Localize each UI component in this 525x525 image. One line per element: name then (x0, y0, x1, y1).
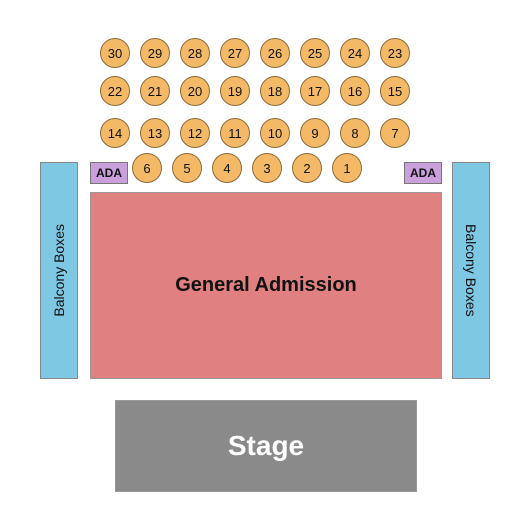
seat-label: 20 (188, 84, 202, 99)
seat-25[interactable]: 25 (300, 38, 330, 68)
ada-left-block[interactable]: ADA (90, 162, 128, 184)
seat-15[interactable]: 15 (380, 76, 410, 106)
balcony-boxes-left[interactable]: Balcony Boxes (40, 162, 78, 379)
seating-map: Stage General Admission Balcony Boxes Ba… (0, 0, 525, 525)
seat-20[interactable]: 20 (180, 76, 210, 106)
general-admission-block[interactable]: General Admission (90, 192, 442, 379)
seat-label: 27 (228, 46, 242, 61)
seat-label: 7 (391, 126, 398, 141)
seat-16[interactable]: 16 (340, 76, 370, 106)
seat-label: 22 (108, 84, 122, 99)
seat-10[interactable]: 10 (260, 118, 290, 148)
seat-24[interactable]: 24 (340, 38, 370, 68)
ada-right-label: ADA (410, 166, 436, 180)
seat-8[interactable]: 8 (340, 118, 370, 148)
seat-7[interactable]: 7 (380, 118, 410, 148)
seat-label: 26 (268, 46, 282, 61)
seat-label: 29 (148, 46, 162, 61)
seat-label: 11 (228, 126, 242, 141)
seat-label: 17 (308, 84, 322, 99)
ada-left-label: ADA (96, 166, 122, 180)
balcony-boxes-right[interactable]: Balcony Boxes (452, 162, 490, 379)
seat-1[interactable]: 1 (332, 153, 362, 183)
general-admission-label: General Admission (175, 274, 357, 297)
seat-22[interactable]: 22 (100, 76, 130, 106)
seat-11[interactable]: 11 (220, 118, 250, 148)
seat-label: 10 (268, 126, 282, 141)
stage-label: Stage (228, 430, 304, 462)
seat-3[interactable]: 3 (252, 153, 282, 183)
seat-label: 23 (388, 46, 402, 61)
ada-right-block[interactable]: ADA (404, 162, 442, 184)
seat-27[interactable]: 27 (220, 38, 250, 68)
seat-label: 8 (351, 126, 358, 141)
seat-label: 14 (108, 126, 122, 141)
balcony-boxes-right-label: Balcony Boxes (463, 224, 479, 317)
seat-9[interactable]: 9 (300, 118, 330, 148)
seat-label: 18 (268, 84, 282, 99)
seat-19[interactable]: 19 (220, 76, 250, 106)
seat-21[interactable]: 21 (140, 76, 170, 106)
balcony-boxes-left-label: Balcony Boxes (51, 224, 67, 317)
seat-label: 9 (311, 126, 318, 141)
seat-label: 13 (148, 126, 162, 141)
seat-label: 6 (143, 161, 150, 176)
seat-label: 24 (348, 46, 362, 61)
seat-28[interactable]: 28 (180, 38, 210, 68)
seat-12[interactable]: 12 (180, 118, 210, 148)
seat-label: 25 (308, 46, 322, 61)
seat-label: 4 (223, 161, 230, 176)
seat-label: 5 (183, 161, 190, 176)
seat-label: 15 (388, 84, 402, 99)
seat-26[interactable]: 26 (260, 38, 290, 68)
seat-4[interactable]: 4 (212, 153, 242, 183)
seat-5[interactable]: 5 (172, 153, 202, 183)
seat-label: 3 (263, 161, 270, 176)
seat-13[interactable]: 13 (140, 118, 170, 148)
stage-block[interactable]: Stage (115, 400, 417, 492)
seat-18[interactable]: 18 (260, 76, 290, 106)
seat-label: 30 (108, 46, 122, 61)
seat-label: 2 (303, 161, 310, 176)
seat-label: 16 (348, 84, 362, 99)
seat-23[interactable]: 23 (380, 38, 410, 68)
seat-30[interactable]: 30 (100, 38, 130, 68)
seat-label: 12 (188, 126, 202, 141)
seat-14[interactable]: 14 (100, 118, 130, 148)
seat-label: 1 (343, 161, 350, 176)
seat-label: 21 (148, 84, 162, 99)
seat-label: 19 (228, 84, 242, 99)
seat-label: 28 (188, 46, 202, 61)
seat-6[interactable]: 6 (132, 153, 162, 183)
seat-29[interactable]: 29 (140, 38, 170, 68)
seat-17[interactable]: 17 (300, 76, 330, 106)
seat-2[interactable]: 2 (292, 153, 322, 183)
